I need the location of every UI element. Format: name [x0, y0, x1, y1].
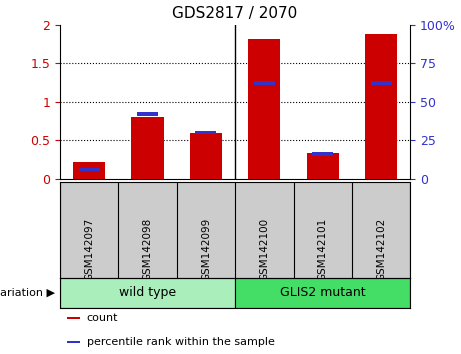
Bar	[60, 278, 235, 308]
Bar	[365, 34, 397, 179]
Bar	[190, 132, 222, 179]
Text: count: count	[87, 313, 118, 323]
Bar	[131, 117, 164, 179]
Text: genotype/variation ▶: genotype/variation ▶	[0, 288, 55, 298]
Bar	[307, 153, 339, 179]
Bar	[79, 167, 100, 171]
Title: GDS2817 / 2070: GDS2817 / 2070	[172, 6, 298, 21]
Text: percentile rank within the sample: percentile rank within the sample	[87, 337, 274, 347]
Bar	[195, 131, 216, 135]
Bar	[67, 317, 80, 319]
Bar	[67, 341, 80, 343]
Bar	[137, 112, 158, 116]
Bar	[73, 162, 105, 179]
Text: wild type: wild type	[119, 286, 176, 299]
Bar	[254, 81, 275, 85]
Text: GLIS2 mutant: GLIS2 mutant	[280, 286, 366, 299]
Bar	[371, 81, 391, 85]
Bar	[248, 39, 280, 179]
Bar	[312, 152, 333, 156]
Bar	[235, 278, 410, 308]
